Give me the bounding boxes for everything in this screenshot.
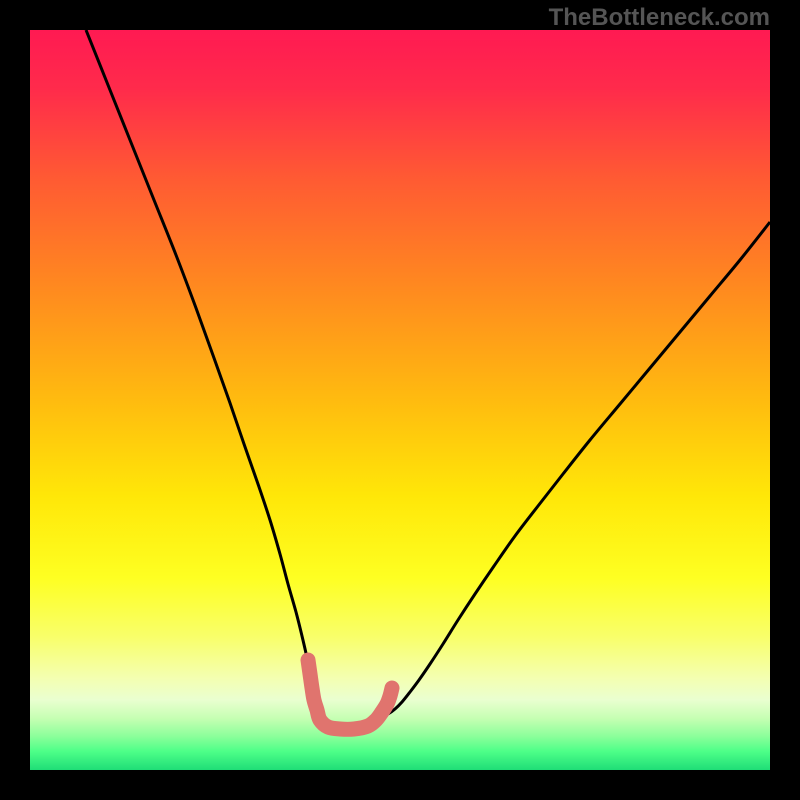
curve-overlay: [0, 0, 800, 800]
chart-container: TheBottleneck.com: [0, 0, 800, 800]
watermark-text: TheBottleneck.com: [549, 4, 770, 32]
